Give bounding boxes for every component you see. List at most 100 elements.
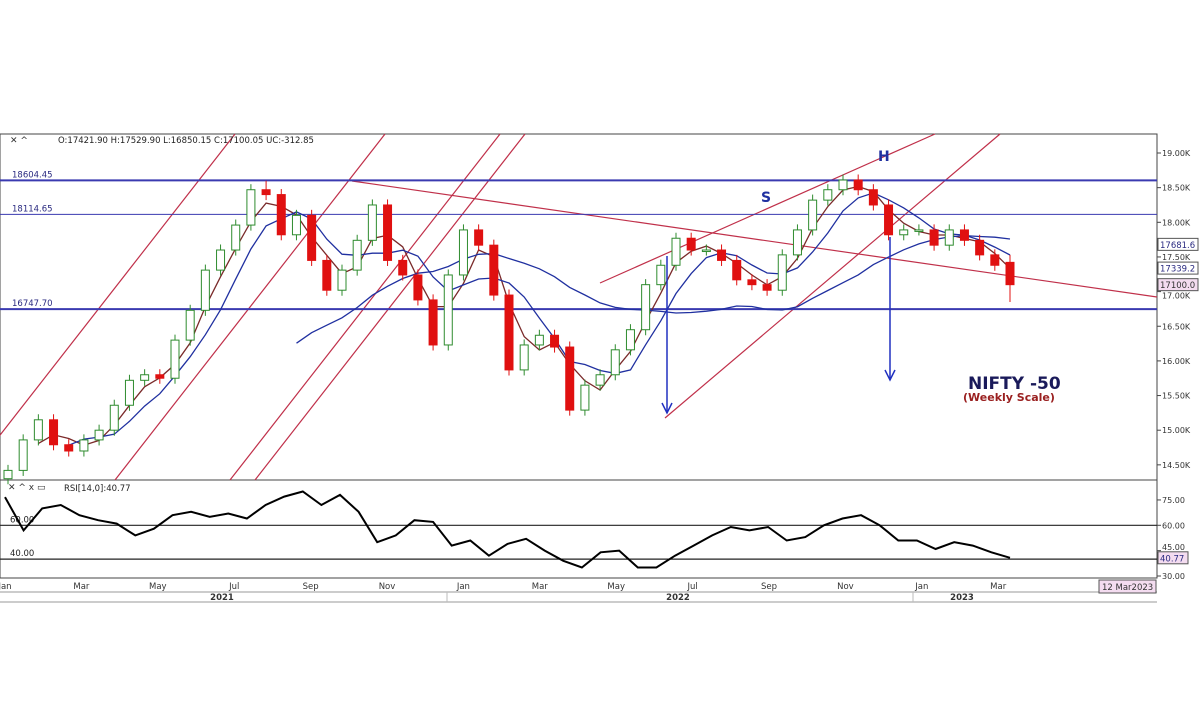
candle-body — [701, 249, 711, 253]
candle-body — [216, 249, 226, 271]
candle-body — [246, 189, 256, 226]
candle-body — [565, 346, 575, 411]
candle-body — [929, 229, 939, 246]
rsi-tag — [1157, 551, 1189, 565]
candle-body — [777, 254, 787, 291]
trendline — [254, 133, 526, 481]
candle-body — [656, 264, 666, 286]
rsi-series: 60.00 40.00 — [0, 490, 1157, 569]
axes: 19.00K 18.50K 18.00K 17.50K 17.00K 16.50K 16.0… — [0, 149, 1199, 603]
price-tag — [1157, 278, 1199, 292]
rsi-line — [4, 490, 1011, 569]
ma-short-line — [38, 185, 1011, 446]
candle-body — [231, 224, 241, 251]
rsi-panel — [0, 479, 1158, 579]
candle-body — [428, 299, 438, 346]
rsi-readout: RSI[14,0]:40.77 — [64, 484, 131, 494]
candle-body — [899, 229, 909, 236]
candle-body — [170, 339, 180, 379]
chart-subtitle: (Weekly Scale) — [963, 391, 1055, 404]
trendline — [114, 133, 386, 481]
candle-body — [868, 189, 878, 206]
candle-body — [504, 294, 514, 371]
candle-body — [853, 179, 863, 191]
candle-body — [64, 444, 74, 452]
rsi-tag-label: 40.77 — [1160, 554, 1184, 564]
candle-body — [808, 199, 818, 231]
candle-body — [747, 279, 757, 286]
y-tick-label: 17.00K — [1162, 292, 1191, 301]
candle-body — [550, 334, 560, 348]
candle-body — [838, 179, 848, 191]
year-label: 2022 — [666, 593, 690, 603]
candle-body — [124, 379, 134, 406]
head-label: H — [878, 149, 890, 165]
level-label: 16747.70 — [12, 299, 53, 309]
ma-mid-line — [68, 192, 1011, 446]
support-resistance-levels: 18604.45 18114.65 16747.70 — [0, 170, 1157, 311]
candle-body — [398, 259, 408, 276]
level-label: 18604.45 — [12, 170, 53, 180]
y-tick-label: 18.50K — [1162, 184, 1191, 193]
date-label: 12 Mar2023 — [1102, 583, 1153, 593]
shoulder-label: S — [761, 190, 771, 206]
candle-body — [671, 237, 681, 266]
price-tag — [1157, 237, 1199, 251]
y-tick-label: 19.00K — [1162, 149, 1191, 158]
candle-body — [732, 259, 742, 281]
candle-body — [884, 204, 894, 236]
rsi-level-label: 60.00 — [10, 515, 34, 525]
candle-body — [337, 269, 347, 291]
candle-body — [717, 249, 727, 261]
candle-body — [109, 404, 119, 431]
chart-control-icons[interactable]: ✕ ^ — [10, 136, 28, 146]
candle-body — [276, 194, 286, 236]
x-tick-label: Jan — [0, 582, 12, 592]
y-tick-label: 17.50K — [1162, 253, 1191, 262]
y-tick-label: 15.00K — [1162, 426, 1191, 435]
rsi-level-label: 40.00 — [10, 549, 34, 559]
rsi-y-tick-label: 30.00 — [1162, 572, 1185, 581]
chart-title: NIFTY -50 — [968, 374, 1061, 394]
price-tag-label: 17339.2 — [1160, 265, 1195, 275]
year-label: 2023 — [950, 593, 974, 603]
x-tick-label: Jul — [228, 582, 239, 592]
rsi-y-tick-label: 45.00 — [1162, 543, 1185, 552]
candle-body — [641, 284, 651, 331]
trendline — [351, 180, 1158, 298]
candle-body — [944, 229, 954, 246]
candle-body — [3, 469, 13, 480]
x-tick-label: Mar — [532, 582, 549, 592]
arrow-down-icon — [884, 369, 896, 382]
price-tag-label: 17100.0 — [1160, 281, 1195, 291]
candle-body — [580, 384, 590, 411]
x-tick-label: May — [149, 582, 167, 592]
candle-body — [1005, 261, 1015, 286]
candle-body — [413, 274, 423, 301]
candle-body — [140, 374, 150, 381]
ohlc-readout: O:17421.90 H:17529.90 L:16850.15 C:17100… — [58, 136, 314, 146]
x-tick-label: Nov — [837, 582, 854, 592]
chart-frame — [0, 133, 1158, 603]
candle-body — [200, 269, 210, 311]
candle-body — [990, 254, 1000, 266]
candle-body — [33, 419, 43, 441]
candle-body — [625, 329, 635, 351]
candle-body — [489, 244, 499, 296]
candle-body — [18, 439, 28, 471]
candles — [3, 174, 1015, 485]
y-tick-label: 14.50K — [1162, 461, 1191, 470]
x-tick-label: May — [607, 582, 625, 592]
candle-body — [914, 229, 924, 232]
date-box — [1098, 579, 1157, 594]
candle-body — [49, 419, 59, 446]
rsi-control-icons[interactable]: ✕ ^ x ▭ — [8, 483, 46, 493]
candle-body — [322, 259, 332, 291]
x-tick-label: Mar — [73, 582, 90, 592]
target-arrows — [661, 237, 896, 415]
candle-body — [185, 309, 195, 341]
candle-body — [367, 204, 377, 241]
x-tick-label: Jul — [686, 582, 697, 592]
x-tick-label: Nov — [379, 582, 396, 592]
